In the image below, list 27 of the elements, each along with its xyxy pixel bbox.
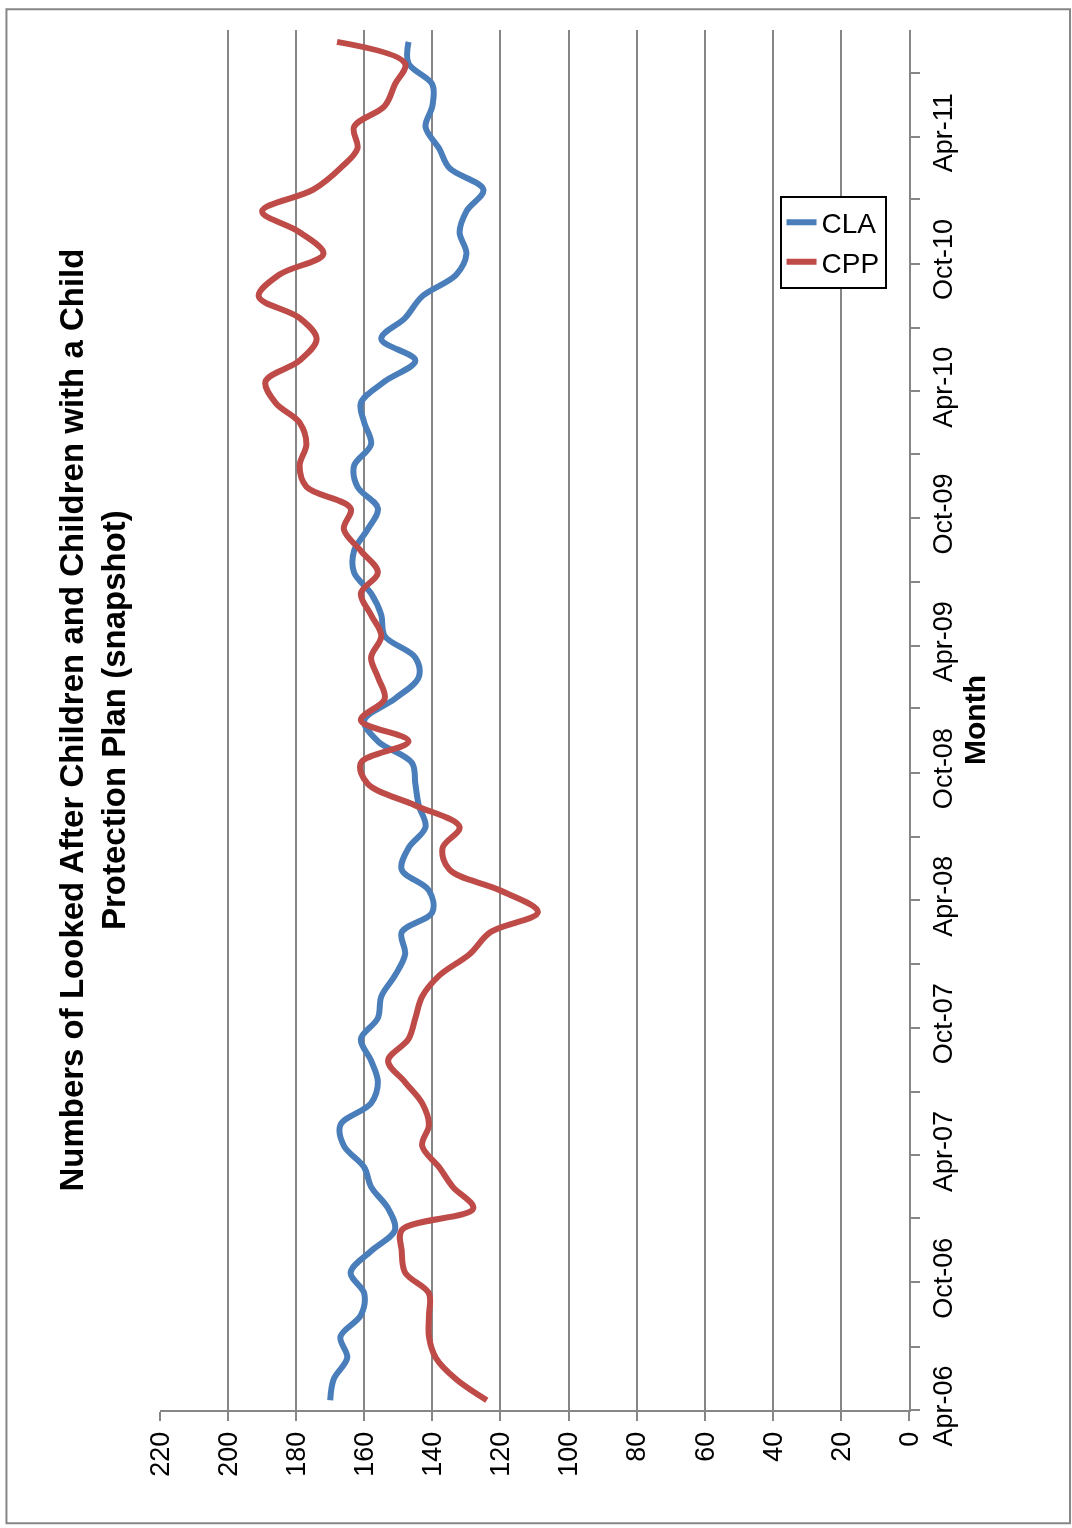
y-tick-label: Oct-10 (928, 219, 959, 301)
y-tick-label: Apr-08 (928, 855, 959, 937)
y-tick-label: Apr-10 (928, 346, 959, 428)
x-tick-label: 0 (893, 1431, 924, 1447)
x-tick-label: 200 (212, 1431, 243, 1477)
x-tick-label: 120 (485, 1431, 516, 1477)
text: Numbers of Looked After Children and Children with a Child Protection Plan (snapshot) (52, 248, 133, 1192)
x-tick-label: 220 (144, 1431, 175, 1477)
y-tick-label: Oct-06 (928, 1237, 959, 1319)
x-tick-label: 80 (621, 1431, 652, 1462)
y-tick-label: Oct-08 (928, 728, 959, 810)
y-tick-label: Apr-06 (928, 1365, 959, 1447)
y-tick-label: Apr-07 (928, 1110, 959, 1192)
x-tick-label: 100 (553, 1431, 584, 1477)
legend-label: CLA (821, 208, 877, 240)
y-tick-label: Apr-09 (928, 601, 959, 683)
x-tick-label: 60 (689, 1431, 720, 1462)
x-tick-label: 180 (280, 1431, 311, 1477)
y-tick-label: Oct-09 (928, 473, 959, 555)
x-tick-label: 20 (825, 1431, 856, 1462)
x-tick-label: 40 (757, 1431, 788, 1462)
legend-label: CPP (821, 247, 880, 279)
x-tick-label: 140 (417, 1431, 448, 1477)
x-tick-label: 160 (349, 1431, 380, 1477)
y-tick-label: Apr-11 (928, 93, 959, 173)
y-tick-label: Oct-07 (928, 983, 959, 1065)
y-axis-title: Month (958, 675, 992, 765)
